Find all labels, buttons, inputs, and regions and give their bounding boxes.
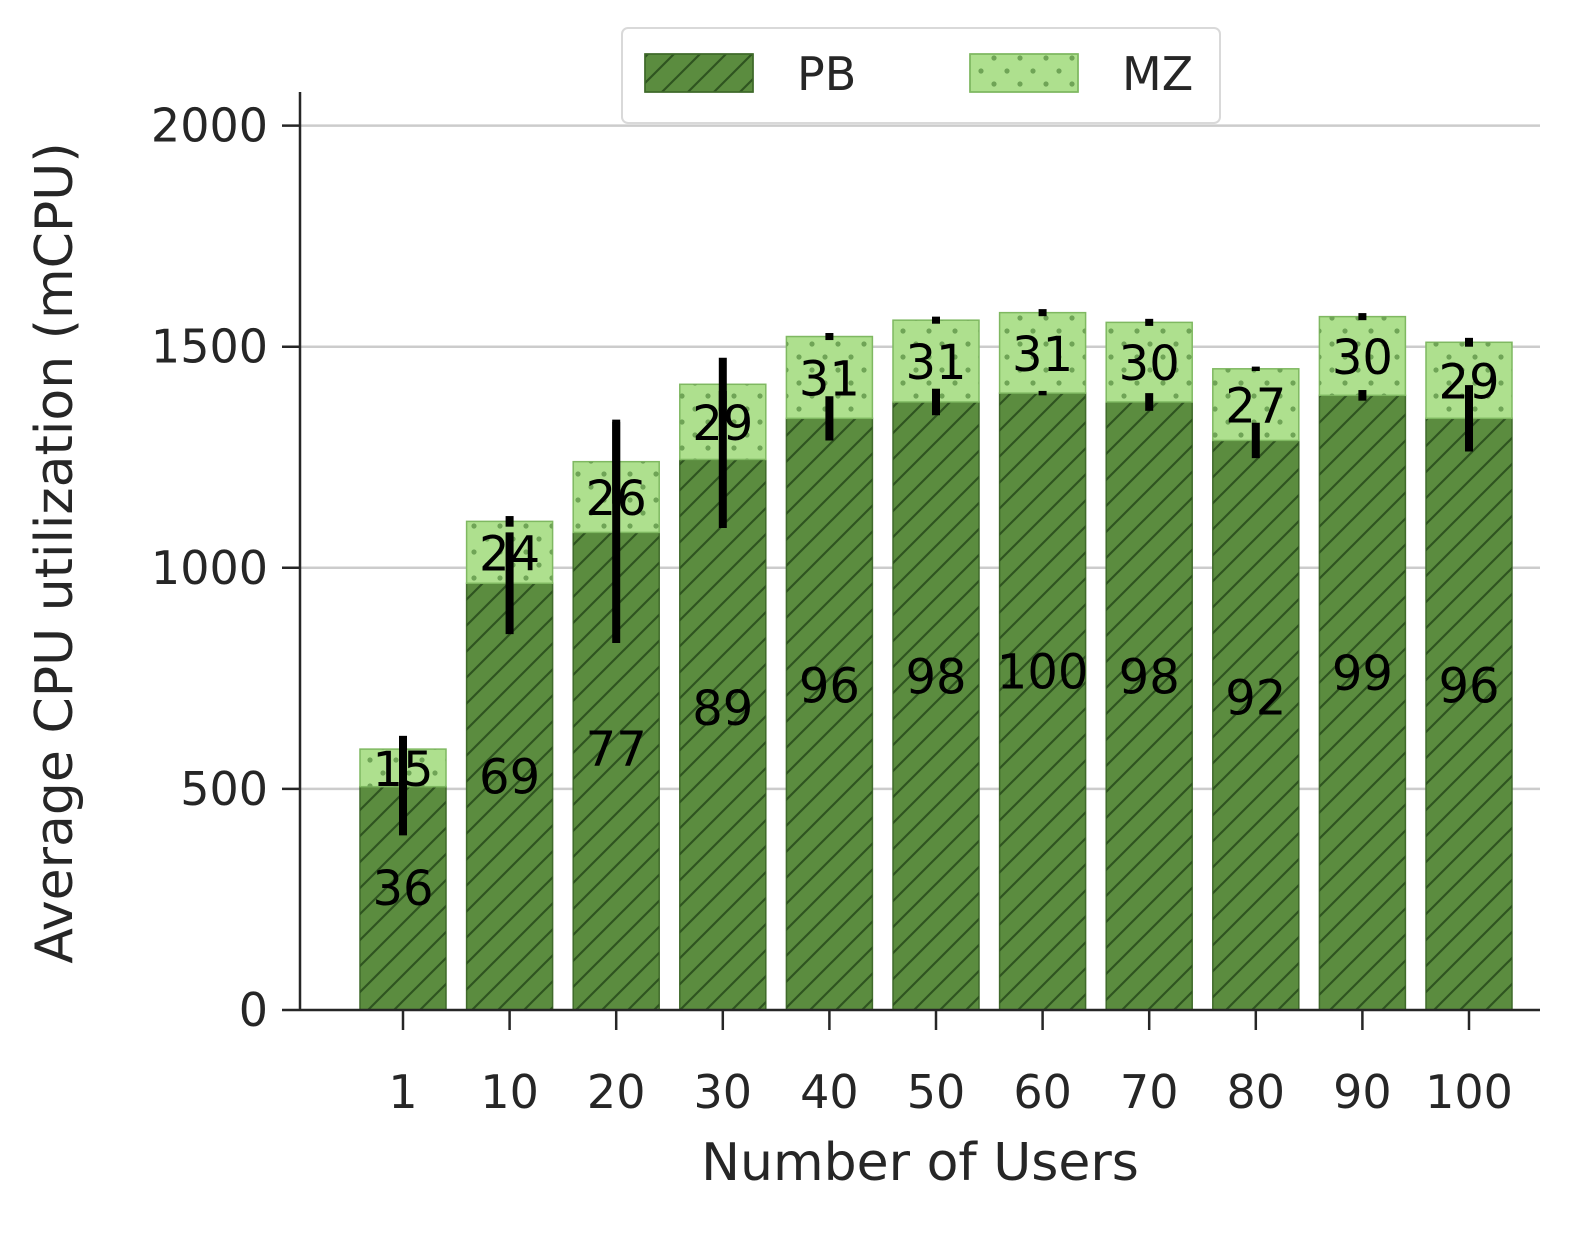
bar-label-mz: 27 bbox=[1225, 379, 1286, 435]
y-tick-label: 1000 bbox=[151, 541, 268, 595]
x-tick-label: 20 bbox=[587, 1065, 646, 1119]
bar-label-pb: 69 bbox=[479, 749, 540, 805]
x-tick-label: 30 bbox=[694, 1065, 753, 1119]
y-tick-label: 1500 bbox=[151, 320, 268, 374]
y-tick-label: 500 bbox=[180, 762, 268, 816]
bar-label-mz: 29 bbox=[1438, 354, 1499, 410]
legend-label-mz: MZ bbox=[1122, 47, 1193, 101]
y-ticks: 0 500 1000 1500 2000 bbox=[151, 99, 300, 1037]
bar-label-pb: 96 bbox=[1438, 659, 1499, 715]
bar-label-pb: 36 bbox=[372, 861, 433, 917]
x-axis-label: Number of Users bbox=[701, 1133, 1139, 1193]
x-ticks: 1 10 20 30 40 50 60 70 80 90 100 bbox=[388, 1010, 1513, 1119]
bar-label-pb: 92 bbox=[1225, 671, 1286, 727]
x-tick-label: 10 bbox=[480, 1065, 539, 1119]
x-tick-label: 40 bbox=[800, 1065, 859, 1119]
bar-pb-hatch bbox=[786, 418, 873, 1010]
bar-pb-hatch bbox=[999, 393, 1086, 1011]
bar-pb-hatch bbox=[1212, 440, 1299, 1010]
bar-label-pb: 98 bbox=[1119, 650, 1180, 706]
y-tick-label: 0 bbox=[239, 983, 268, 1037]
bar-label-pb: 89 bbox=[692, 681, 753, 737]
x-tick-label: 50 bbox=[907, 1065, 966, 1119]
bar-mz-dots bbox=[999, 312, 1086, 394]
x-tick-label: 100 bbox=[1425, 1065, 1513, 1119]
legend: PB MZ bbox=[621, 27, 1221, 124]
x-tick-label: 80 bbox=[1227, 1065, 1286, 1119]
bar-label-mz: 24 bbox=[479, 526, 540, 582]
bar-label-pb: 99 bbox=[1332, 646, 1393, 702]
bar-label-mz: 30 bbox=[1119, 336, 1180, 392]
bar-pb-hatch bbox=[1319, 395, 1406, 1010]
bar-label-pb: 77 bbox=[586, 721, 647, 777]
y-axis-label: Average CPU utilization (mCPU) bbox=[25, 142, 85, 963]
bar-label-mz: 31 bbox=[905, 335, 966, 391]
legend-frame bbox=[621, 27, 1221, 124]
x-tick-label: 90 bbox=[1333, 1065, 1392, 1119]
bar-pb-hatch bbox=[1106, 401, 1193, 1011]
bar-label-mz: 26 bbox=[586, 471, 647, 527]
bar-mz-dots bbox=[1106, 322, 1193, 402]
bar-mz-dots bbox=[893, 320, 979, 402]
x-tick-label: 1 bbox=[388, 1065, 417, 1119]
legend-swatch-pb-hatch bbox=[644, 53, 754, 93]
bar-label-mz: 30 bbox=[1332, 330, 1393, 386]
bar-label-pb: 96 bbox=[799, 659, 860, 715]
bar-pb-hatch bbox=[679, 459, 766, 1010]
bar-label-mz: 31 bbox=[1012, 327, 1073, 383]
bar-label-pb: 98 bbox=[905, 650, 966, 706]
legend-swatch-mz-dots bbox=[969, 53, 1079, 93]
bar-labels: 36 15 69 24 77 26 89 29 96 31 98 31 100 31 98 30 92 27 99 3… bbox=[372, 327, 1499, 917]
bar-pb-hatch bbox=[1426, 418, 1512, 1010]
x-tick-label: 60 bbox=[1013, 1065, 1072, 1119]
bar-pb-hatch bbox=[893, 401, 979, 1011]
bar-pb-hatch bbox=[466, 583, 553, 1010]
y-tick-label: 2000 bbox=[151, 99, 268, 153]
bar-label-mz: 15 bbox=[372, 742, 433, 798]
bar-label-mz: 29 bbox=[692, 396, 753, 452]
bar-label-mz: 31 bbox=[799, 351, 860, 407]
bar-label-pb: 100 bbox=[997, 645, 1089, 701]
bar-mz-dots bbox=[1319, 316, 1406, 396]
error-bars bbox=[399, 309, 1473, 836]
x-tick-label: 70 bbox=[1120, 1065, 1179, 1119]
legend-label-pb: PB bbox=[797, 47, 856, 101]
axes bbox=[298, 92, 1540, 1012]
